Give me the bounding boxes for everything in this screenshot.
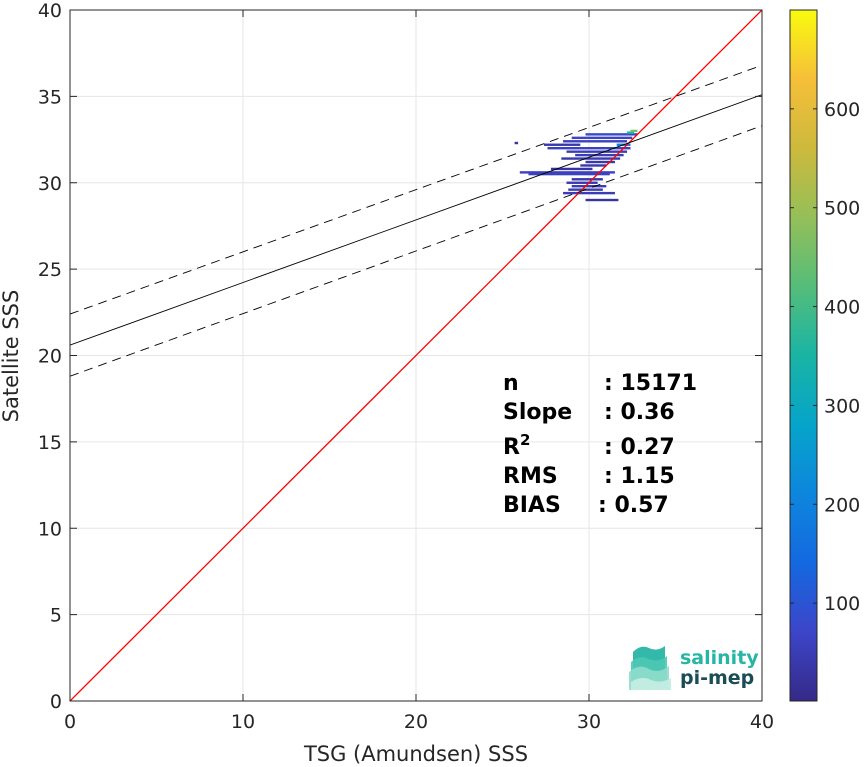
x-tick-label: 20 bbox=[404, 711, 428, 733]
stat-value: : 1.15 bbox=[604, 464, 675, 489]
y-tick-label: 30 bbox=[38, 173, 62, 195]
logo-line2: pi-mep bbox=[680, 667, 754, 689]
density-bin bbox=[563, 140, 628, 143]
stat-label: BIAS bbox=[503, 493, 561, 518]
regression-line bbox=[70, 94, 762, 346]
density-bin bbox=[519, 171, 615, 174]
density-bin bbox=[550, 167, 593, 171]
one-to-one-line bbox=[70, 10, 762, 701]
y-tick-label: 20 bbox=[38, 346, 62, 368]
density-bin bbox=[563, 191, 615, 195]
density-bin bbox=[547, 147, 631, 150]
y-tick-label: 0 bbox=[50, 691, 62, 713]
density-bin bbox=[585, 160, 615, 164]
colorbar-tick-label: 100 bbox=[824, 593, 860, 615]
waves-icon bbox=[629, 646, 671, 690]
regression-lower-line bbox=[70, 125, 762, 377]
density-bin bbox=[627, 131, 634, 134]
colorbar-tick-label: 500 bbox=[824, 198, 860, 220]
colorbar-ticks: 100 200 300 400 500 600 bbox=[790, 99, 860, 615]
density-bin bbox=[561, 157, 621, 160]
regression-upper-line bbox=[70, 64, 762, 315]
colorbar-tick-label: 200 bbox=[824, 494, 860, 516]
salinity-pi-mep-logo: salinity pi-mep bbox=[629, 646, 759, 690]
density-bin bbox=[544, 143, 581, 146]
x-axis-label: TSG (Amundsen) SSS bbox=[303, 742, 528, 766]
colorbar-tick-label: 600 bbox=[824, 99, 860, 121]
density-bin bbox=[571, 185, 607, 188]
reference-lines bbox=[70, 10, 762, 701]
density-bin bbox=[630, 129, 638, 133]
x-tick-label: 40 bbox=[750, 711, 774, 733]
colorbar-gradient bbox=[790, 10, 817, 701]
colorbar-frame bbox=[789, 9, 818, 702]
density-bin bbox=[571, 178, 603, 181]
y-axis-label: Satellite SSS bbox=[0, 290, 23, 423]
colorbar-tick-label: 400 bbox=[824, 297, 860, 319]
y-tick-label: 15 bbox=[38, 432, 62, 454]
y-tick-label: 5 bbox=[50, 605, 62, 627]
y-tick-label: 40 bbox=[38, 0, 62, 22]
density-bin bbox=[566, 150, 628, 153]
density-bin bbox=[566, 181, 598, 184]
y-tick-label: 35 bbox=[38, 86, 62, 108]
colorbar: 100 200 300 400 500 600 bbox=[789, 9, 860, 702]
density-bin bbox=[575, 153, 624, 157]
stat-label: n bbox=[503, 371, 519, 396]
colorbar-tick-label: 300 bbox=[824, 395, 860, 417]
density-bin bbox=[571, 136, 633, 140]
y-tick-label: 10 bbox=[38, 518, 62, 540]
stat-value: : 0.27 bbox=[604, 435, 675, 460]
stat-value: : 0.36 bbox=[604, 400, 675, 425]
axis-ticks: 0 10 20 30 40 0 5 10 15 20 25 30 35 40 bbox=[38, 0, 774, 733]
stat-label: Slope bbox=[503, 400, 572, 425]
density-bin bbox=[528, 172, 610, 176]
logo-line1: salinity bbox=[680, 647, 759, 669]
density-bin bbox=[580, 164, 607, 167]
stat-label: RMS bbox=[503, 464, 558, 489]
density-bin bbox=[585, 198, 619, 202]
density-bin bbox=[514, 141, 519, 145]
stat-value: : 0.57 bbox=[598, 493, 669, 518]
x-tick-label: 0 bbox=[64, 711, 76, 733]
y-tick-label: 25 bbox=[38, 259, 62, 281]
density-bin bbox=[585, 133, 638, 136]
x-tick-label: 30 bbox=[577, 711, 601, 733]
x-tick-label: 10 bbox=[231, 711, 255, 733]
stat-value: : 15171 bbox=[604, 371, 697, 396]
